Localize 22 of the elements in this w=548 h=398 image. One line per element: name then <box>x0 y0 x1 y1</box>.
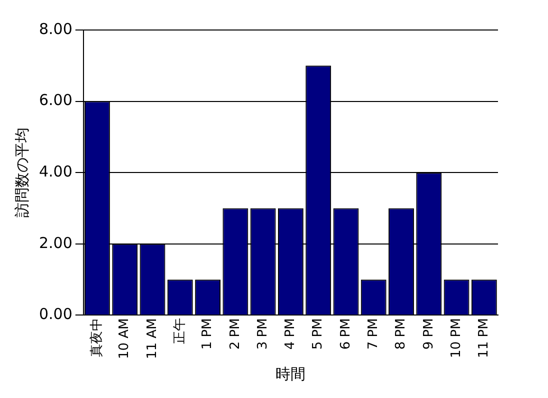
x-tick-label: 正午 <box>172 318 188 344</box>
x-tick-label: 1 PM <box>200 318 216 350</box>
x-tick-label: 真夜中 <box>88 318 105 358</box>
x-axis-title: 時間 <box>276 364 306 383</box>
x-tick-label: 8 PM <box>394 318 409 350</box>
x-tick-label: 10 AM <box>117 318 132 360</box>
x-tick-label: 10 PM <box>448 318 464 358</box>
y-tick-label: 0.00 <box>38 305 72 324</box>
x-tick-label: 9 PM <box>421 318 436 350</box>
y-axis-title: 訪問数の平均 <box>12 128 31 218</box>
x-tick-label: 11 AM <box>144 318 160 360</box>
y-tick-label: 6.00 <box>38 91 72 110</box>
x-tick-label: 7 PM <box>366 318 381 350</box>
x-tick-label: 11 PM <box>476 318 492 358</box>
x-tick-label: 3 PM <box>255 318 270 350</box>
x-tick-label: 4 PM <box>283 318 298 350</box>
x-tick-label: 6 PM <box>338 318 354 350</box>
y-tick-label: 2.00 <box>38 234 72 252</box>
y-tick-label: 4.00 <box>38 162 72 180</box>
x-tick-label: 2 PM <box>228 318 243 350</box>
x-tick-label: 5 PM <box>310 318 326 350</box>
y-tick-label: 8.00 <box>38 20 72 38</box>
